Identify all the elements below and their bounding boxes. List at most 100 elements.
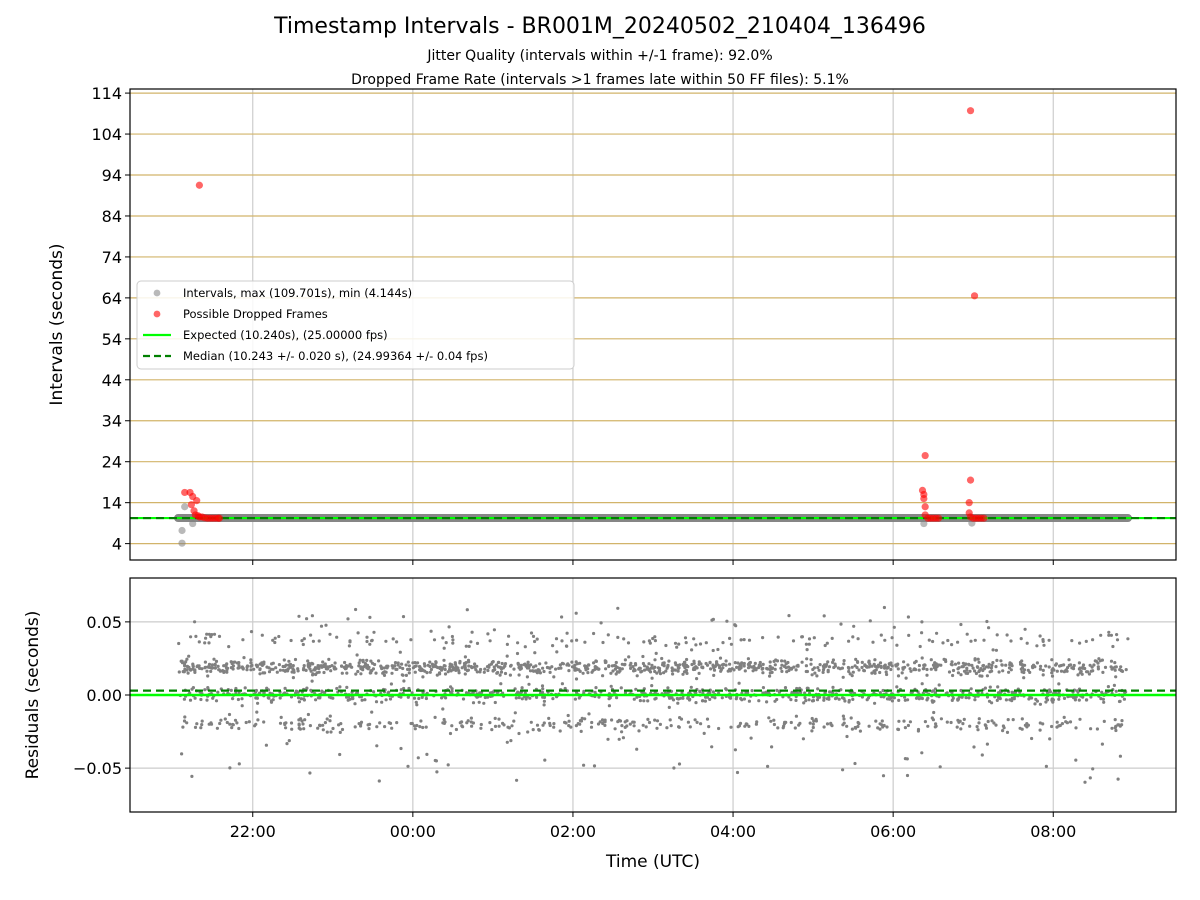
- residual-point: [308, 667, 312, 671]
- residual-point: [702, 731, 706, 736]
- residual-point: [959, 727, 963, 731]
- residual-point: [786, 660, 790, 665]
- residual-point: [962, 717, 966, 722]
- residual-point: [995, 658, 999, 663]
- residual-point: [365, 639, 369, 644]
- residual-point: [1070, 639, 1074, 643]
- residual-point: [575, 638, 579, 642]
- residual-point: [543, 758, 547, 762]
- residual-point: [1074, 726, 1078, 730]
- residual-point: [890, 664, 894, 668]
- residual-point: [335, 686, 339, 691]
- residual-point: [321, 723, 325, 727]
- residual-point: [463, 665, 467, 669]
- residual-point: [444, 696, 448, 700]
- residual-point: [711, 648, 715, 653]
- residual-point: [599, 621, 603, 625]
- residual-point: [920, 751, 924, 755]
- residual-point: [931, 639, 935, 644]
- residual-point: [1109, 633, 1113, 637]
- residual-point: [193, 620, 197, 624]
- residual-point: [1010, 699, 1014, 703]
- residual-point: [868, 662, 872, 666]
- residual-point: [533, 651, 537, 655]
- residual-point: [270, 662, 274, 666]
- residual-point: [737, 681, 741, 685]
- residual-point: [655, 726, 659, 730]
- residual-point: [766, 764, 770, 769]
- residual-point: [194, 634, 198, 639]
- residual-point: [466, 658, 471, 663]
- residual-point: [708, 661, 712, 665]
- residual-point: [401, 615, 406, 619]
- dropped-frame-point: [193, 497, 201, 505]
- residual-point: [535, 637, 539, 641]
- residual-point: [233, 660, 237, 664]
- residual-point: [654, 651, 658, 656]
- dropped-frame-point: [934, 514, 943, 522]
- residual-point: [443, 664, 447, 668]
- residual-point: [330, 664, 334, 668]
- residual-point: [994, 665, 998, 669]
- residual-point: [865, 665, 869, 669]
- residual-point: [560, 682, 565, 686]
- residual-point: [1112, 683, 1116, 688]
- residual-point: [479, 726, 483, 730]
- residual-point: [1001, 669, 1005, 673]
- residual-point: [637, 729, 641, 733]
- residual-point: [984, 724, 988, 728]
- residual-point: [690, 662, 694, 667]
- residual-point: [389, 682, 393, 686]
- residual-point: [507, 634, 511, 638]
- residual-point: [255, 710, 259, 714]
- residual-point: [567, 669, 571, 673]
- dropped-frame-point: [980, 514, 988, 522]
- top-y-tick-label: 44: [102, 371, 122, 390]
- residual-point: [496, 665, 500, 669]
- residual-point: [856, 637, 860, 641]
- residual-point: [812, 666, 817, 670]
- residual-point: [193, 668, 197, 672]
- residual-point: [354, 672, 358, 676]
- residual-point: [451, 641, 455, 645]
- residual-point: [267, 696, 271, 700]
- residual-point: [896, 674, 901, 678]
- residual-point: [930, 716, 934, 720]
- residual-point: [419, 719, 423, 723]
- residual-point: [889, 667, 893, 672]
- residual-point: [360, 698, 364, 702]
- residual-point: [837, 697, 841, 701]
- residual-point: [406, 667, 410, 672]
- residual-point: [378, 721, 382, 725]
- residual-point: [1100, 742, 1104, 746]
- residual-point: [668, 718, 672, 722]
- residual-point: [609, 684, 613, 688]
- residual-point: [1022, 668, 1027, 672]
- residual-point: [1055, 720, 1059, 724]
- residual-point: [345, 671, 349, 675]
- residual-point: [647, 720, 652, 725]
- residual-point: [801, 737, 806, 741]
- residual-point: [1023, 663, 1027, 667]
- residual-point: [980, 753, 984, 757]
- residual-point: [1020, 659, 1024, 663]
- residual-point: [635, 695, 639, 699]
- residual-point: [894, 663, 898, 667]
- residual-point: [467, 644, 471, 649]
- residual-point: [1120, 719, 1124, 723]
- residual-point: [271, 638, 275, 642]
- residual-point: [853, 664, 857, 668]
- residual-point: [885, 666, 889, 670]
- residual-point: [1067, 663, 1071, 668]
- residual-point: [641, 661, 646, 666]
- residual-point: [676, 701, 680, 705]
- residual-point: [682, 664, 687, 668]
- residual-point: [813, 671, 817, 675]
- residual-point: [939, 663, 943, 667]
- residual-point: [860, 665, 864, 670]
- residual-point: [236, 697, 240, 702]
- residual-point: [840, 696, 845, 700]
- residual-point: [407, 686, 411, 691]
- residual-point: [430, 662, 434, 666]
- residual-point: [1101, 670, 1105, 675]
